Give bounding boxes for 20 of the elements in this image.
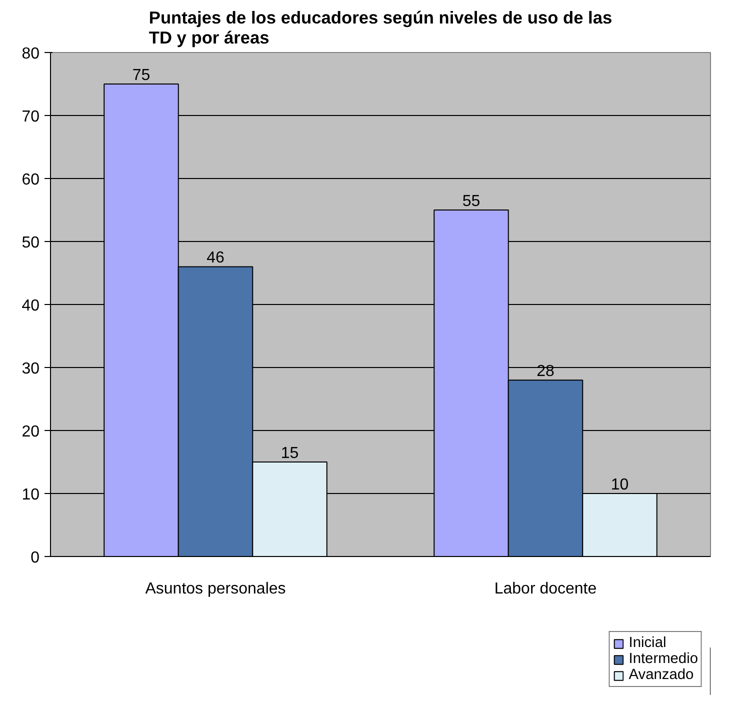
legend-label: Inicial bbox=[628, 635, 666, 651]
y-tick-label: 0 bbox=[30, 550, 40, 566]
x-tick-label: Asuntos personales bbox=[145, 580, 286, 598]
data-label: 55 bbox=[462, 193, 480, 210]
data-label: 10 bbox=[610, 476, 629, 494]
legend-label: Avanzado bbox=[628, 667, 694, 683]
legend-label: Intermedio bbox=[628, 651, 698, 667]
y-tick-label: 20 bbox=[22, 424, 40, 440]
y-tick-label: 40 bbox=[22, 298, 40, 314]
x-tick-label: Labor docente bbox=[494, 580, 597, 598]
chart-title: Puntajes de los educadores según niveles de uso de las TD y por áreas bbox=[148, 8, 612, 48]
y-tick-label: 30 bbox=[22, 360, 40, 378]
data-label: 15 bbox=[280, 445, 299, 462]
y-tick-label: 80 bbox=[22, 46, 40, 62]
y-tick-label: 70 bbox=[22, 108, 40, 126]
y-tick-label: 10 bbox=[22, 486, 40, 504]
data-label: 46 bbox=[206, 250, 224, 267]
y-tick-label: 50 bbox=[22, 234, 40, 252]
y-tick-label: 60 bbox=[22, 172, 40, 188]
data-label: 75 bbox=[132, 67, 150, 84]
